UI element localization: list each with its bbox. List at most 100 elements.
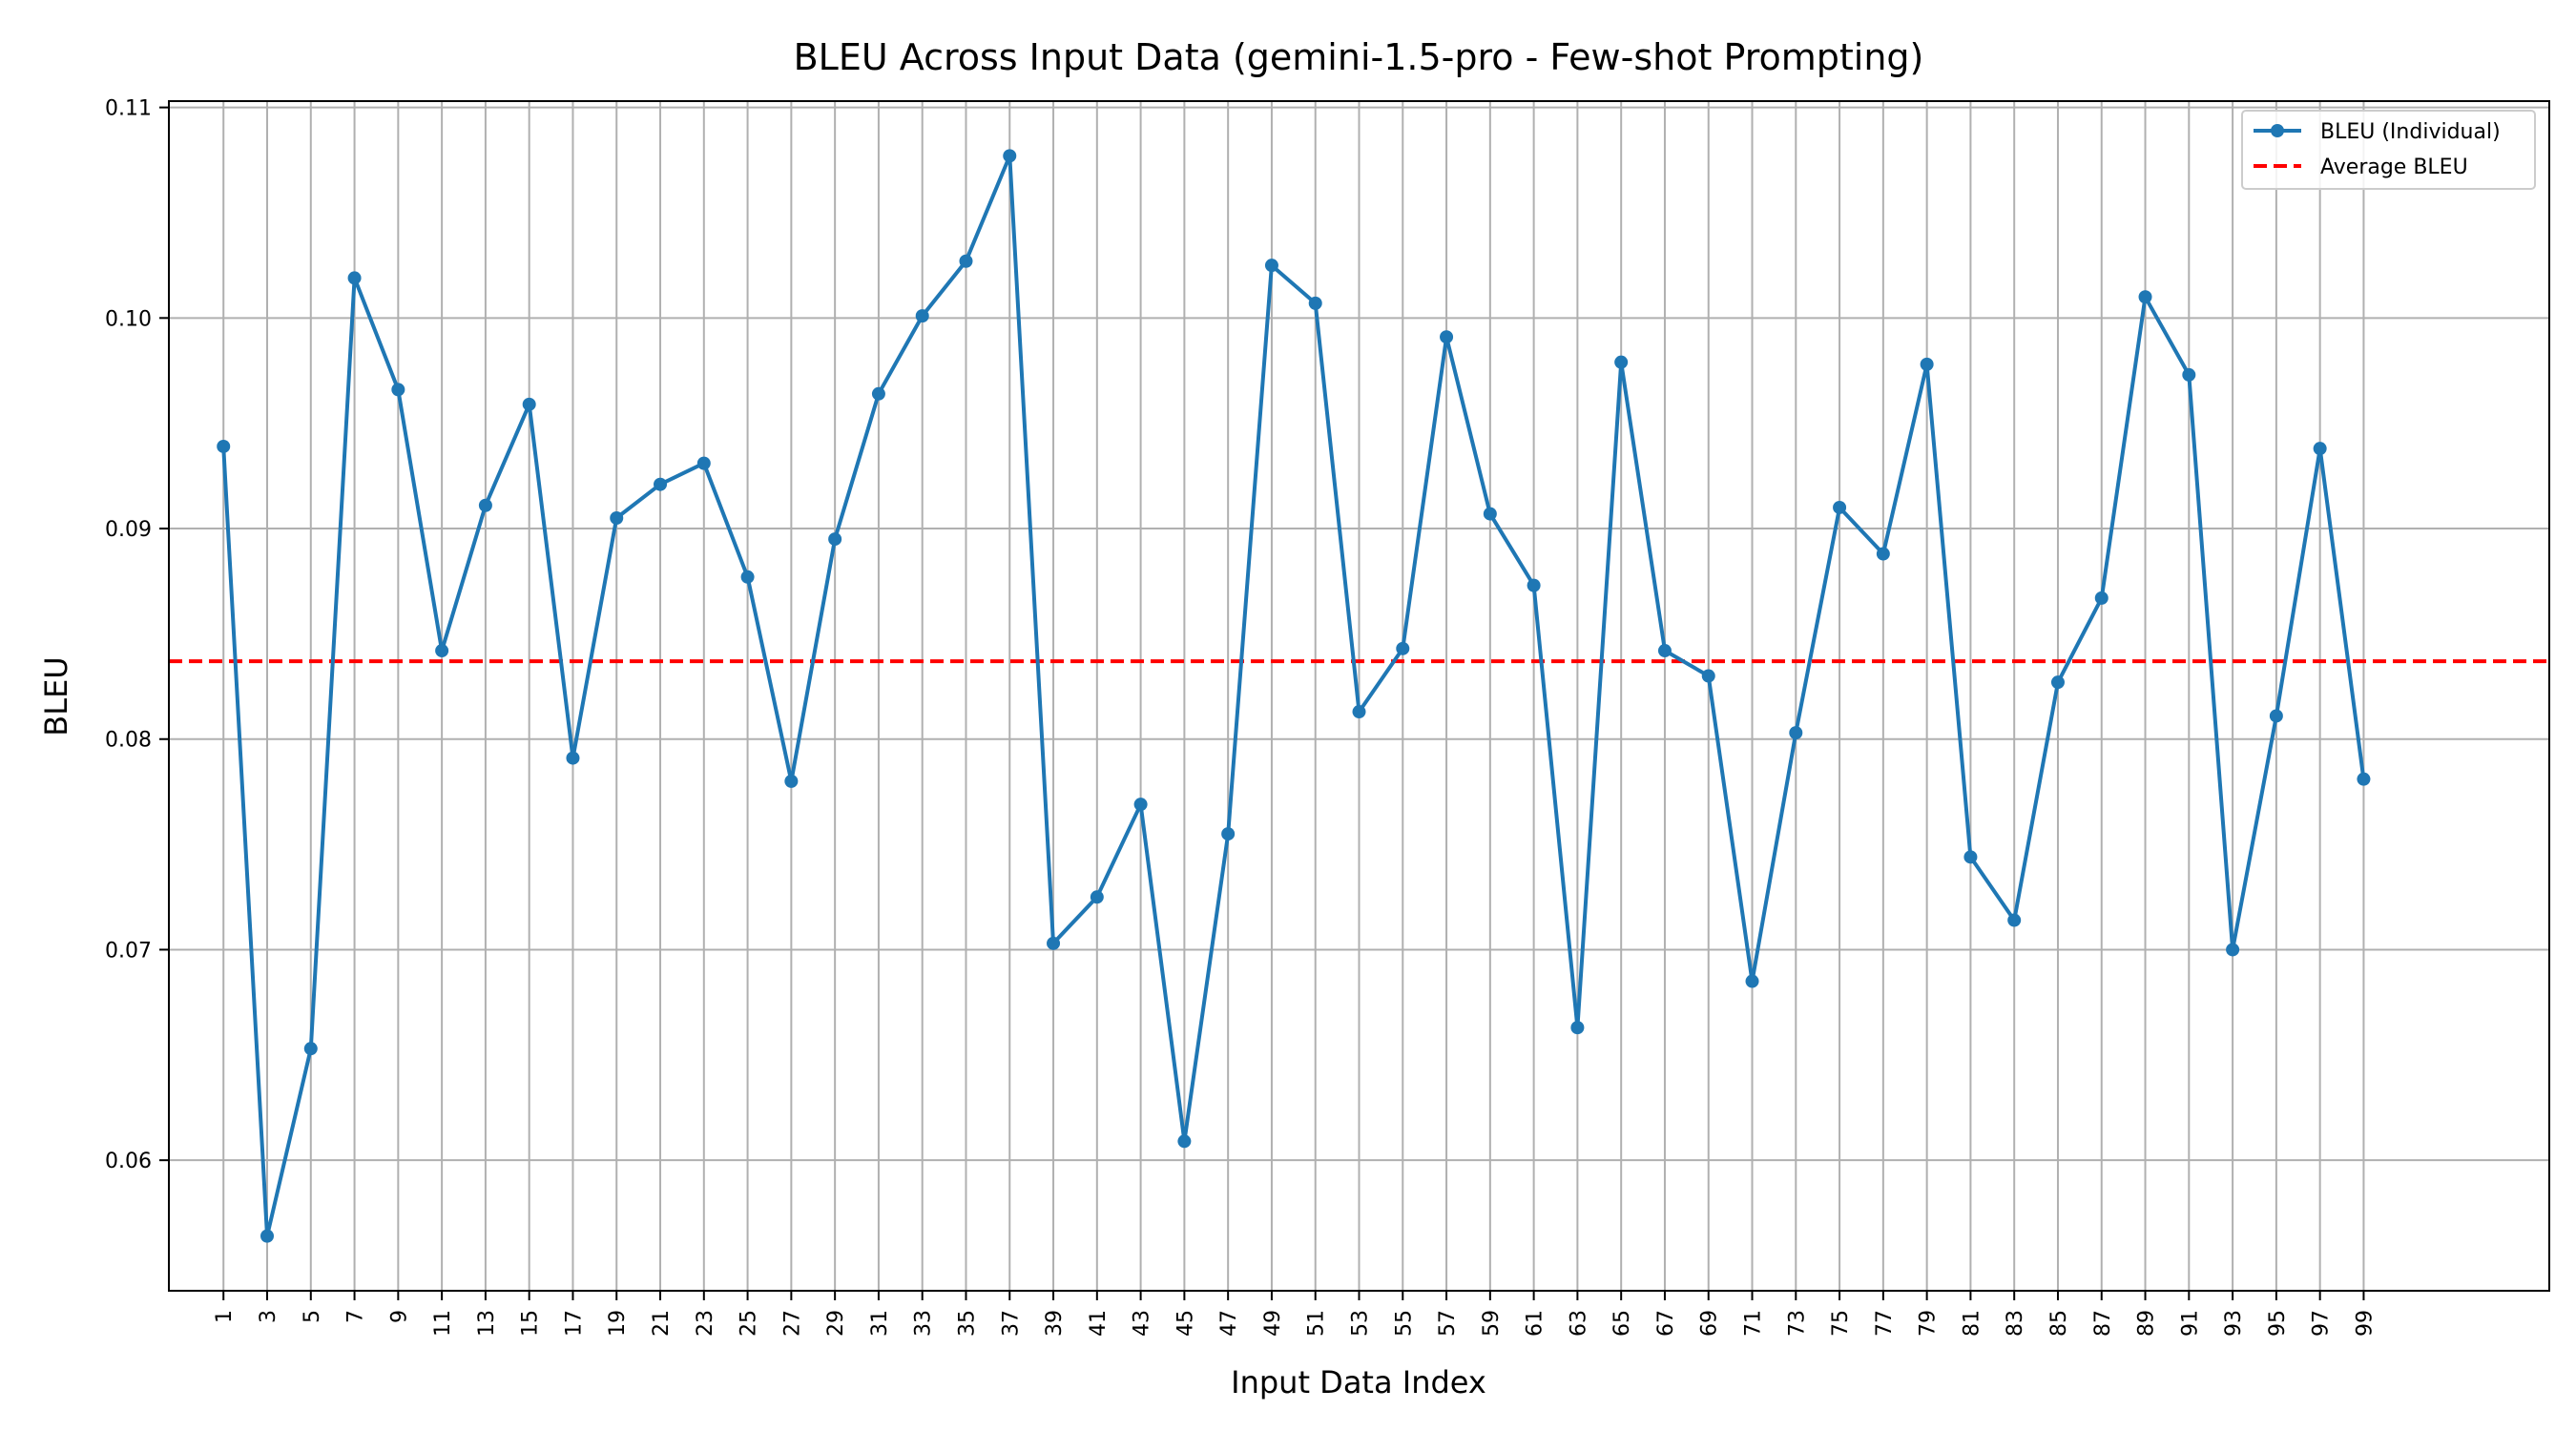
x-tick-label: 71: [1742, 1310, 1766, 1337]
y-tick-label: 0.11: [105, 97, 152, 121]
x-tick-label: 85: [2047, 1310, 2071, 1337]
x-tick-label: 67: [1654, 1310, 1678, 1337]
x-tick-label: 37: [999, 1310, 1023, 1337]
x-tick-label: 47: [1217, 1310, 1241, 1337]
series-layer: [217, 149, 2371, 1243]
legend-label-average-bleu: Average BLEU: [2320, 156, 2468, 179]
x-tick-label: 45: [1174, 1310, 1197, 1337]
data-point: [522, 397, 536, 411]
x-tick-label: 25: [737, 1310, 761, 1337]
y-axis-ticks: 0.06 0.07 0.08 0.09 0.10 0.11: [105, 97, 169, 1173]
data-point: [435, 644, 449, 658]
x-tick-label: 9: [387, 1310, 411, 1323]
data-point: [2226, 943, 2240, 957]
data-point: [828, 532, 842, 547]
data-point: [2269, 709, 2283, 723]
x-tick-label: 95: [2266, 1310, 2290, 1337]
x-tick-label: 39: [1043, 1310, 1067, 1337]
y-tick-label: 0.07: [105, 939, 152, 963]
data-point: [1352, 705, 1366, 719]
x-tick-label: 75: [1829, 1310, 1853, 1337]
x-tick-label: 7: [344, 1310, 368, 1323]
data-point: [1396, 641, 1410, 655]
data-point: [1047, 936, 1061, 950]
x-tick-label: 15: [519, 1310, 543, 1337]
data-point: [2357, 772, 2371, 786]
data-point: [1264, 259, 1278, 273]
data-point: [2050, 675, 2065, 690]
data-point: [2313, 442, 2327, 456]
data-point: [1003, 149, 1017, 163]
data-point: [1221, 827, 1236, 841]
data-point: [959, 254, 973, 268]
x-tick-label: 3: [257, 1310, 280, 1323]
data-point: [1920, 357, 1934, 371]
data-point: [1963, 850, 1978, 864]
x-tick-label: 59: [1480, 1310, 1504, 1337]
data-point: [2182, 367, 2196, 382]
data-point: [784, 774, 799, 788]
x-tick-label: 55: [1392, 1310, 1416, 1337]
x-tick-label: 41: [1087, 1310, 1111, 1337]
chart-title: BLEU Across Input Data (gemini-1.5-pro -…: [794, 36, 1924, 78]
data-point: [1133, 798, 1148, 812]
data-point: [740, 570, 755, 584]
y-tick-label: 0.09: [105, 518, 152, 542]
x-tick-label: 13: [475, 1310, 499, 1337]
x-tick-label: 97: [2310, 1310, 2334, 1337]
x-tick-label: 51: [1305, 1310, 1329, 1337]
x-tick-label: 69: [1698, 1310, 1722, 1337]
data-point: [1440, 330, 1454, 344]
x-tick-label: 61: [1524, 1310, 1548, 1337]
bleu-individual-line: [221, 154, 2366, 1238]
data-point: [1527, 578, 1541, 592]
x-tick-label: 65: [1610, 1310, 1634, 1337]
y-tick-label: 0.10: [105, 307, 152, 331]
x-axis-ticks: 1 3 5 7 9 11 13 15 17 19 21 23 25 27 29 31 33 35 37 39 41 43 4…: [213, 1291, 2377, 1337]
data-point: [260, 1229, 275, 1243]
legend-box: [2241, 110, 2536, 190]
x-tick-label: 73: [1785, 1310, 1809, 1337]
y-axis-title: BLEU: [38, 656, 74, 736]
data-point: [1833, 500, 1847, 514]
x-tick-label: 23: [694, 1310, 717, 1337]
x-tick-label: 19: [606, 1310, 630, 1337]
data-point: [610, 511, 624, 526]
x-tick-label: 17: [562, 1310, 586, 1337]
data-point: [1876, 547, 1890, 561]
data-point: [915, 309, 929, 323]
data-point: [347, 271, 362, 285]
data-point: [2007, 913, 2022, 927]
y-tick-label: 0.06: [105, 1150, 152, 1173]
data-point: [391, 383, 405, 397]
data-point: [217, 439, 231, 453]
x-tick-label: 49: [1261, 1310, 1285, 1337]
legend-label-bleu-individual: BLEU (Individual): [2320, 120, 2501, 144]
data-point: [871, 386, 885, 401]
x-tick-label: 83: [2004, 1310, 2027, 1337]
x-tick-label: 87: [2091, 1310, 2115, 1337]
x-tick-label: 77: [1873, 1310, 1897, 1337]
x-tick-label: 57: [1436, 1310, 1460, 1337]
x-tick-label: 99: [2353, 1310, 2377, 1337]
data-point: [1701, 669, 1715, 683]
y-tick-label: 0.08: [105, 729, 152, 753]
data-point: [2138, 290, 2152, 304]
x-tick-label: 91: [2178, 1310, 2202, 1337]
x-tick-label: 63: [1567, 1310, 1590, 1337]
x-axis-title: Input Data Index: [1231, 1364, 1486, 1400]
data-point: [1483, 507, 1497, 521]
x-tick-label: 1: [213, 1310, 237, 1323]
x-tick-label: 27: [780, 1310, 804, 1337]
data-point: [1614, 355, 1629, 369]
data-point: [1745, 974, 1759, 988]
data-point: [696, 456, 711, 470]
x-tick-label: 21: [650, 1310, 674, 1337]
x-tick-label: 93: [2222, 1310, 2246, 1337]
x-tick-label: 5: [301, 1310, 324, 1323]
x-tick-label: 33: [912, 1310, 936, 1337]
data-point: [1090, 890, 1104, 904]
x-tick-label: 53: [1349, 1310, 1373, 1337]
data-point: [1570, 1021, 1585, 1035]
